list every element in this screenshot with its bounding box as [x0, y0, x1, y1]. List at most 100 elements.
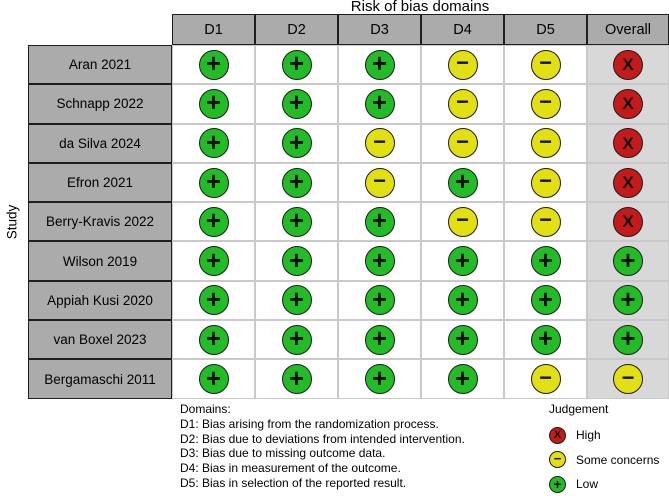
minus-icon: − — [456, 207, 469, 233]
rating-circle: + — [281, 128, 312, 159]
domains-legend-item: D1: Bias arising from the randomization … — [180, 416, 439, 431]
rating-circle: + — [281, 48, 312, 80]
judgement-legend-item-low: + Low — [549, 472, 659, 496]
minus-icon: − — [373, 168, 386, 194]
plus-icon: + — [205, 87, 222, 118]
minus-icon: − — [539, 168, 552, 194]
minus-icon: − — [539, 89, 552, 115]
plus-icon: + — [537, 283, 554, 314]
rating-cell-d3: + — [338, 320, 421, 360]
judgement-key-circle: X — [549, 426, 566, 444]
rating-cell-overall: X — [587, 84, 669, 124]
column-header-d5: D5 — [504, 14, 587, 45]
judgement-key-circle: + — [549, 475, 566, 493]
rating-circle: + — [281, 283, 312, 316]
rating-circle: + — [281, 167, 312, 198]
rating-circle: + — [530, 324, 561, 355]
plus-icon: + — [371, 323, 388, 354]
rating-cell-d1: + — [172, 84, 255, 124]
table-row: Wilson 2019 + + + + + + — [28, 241, 669, 281]
rating-circle: + — [447, 283, 478, 316]
minus-icon: − — [456, 50, 469, 76]
study-name-cell: Appiah Kusi 2020 — [28, 280, 172, 321]
rating-circle: + — [364, 362, 395, 395]
rating-circle: − — [447, 128, 478, 159]
judgement-key-label: Low — [576, 477, 599, 492]
study-name-cell: van Boxel 2023 — [28, 320, 172, 360]
rating-cell-d2: + — [255, 162, 338, 203]
rating-circle: − — [530, 128, 561, 159]
rating-cell-d3: + — [338, 280, 421, 321]
domains-legend-item: D2: Bias due to deviations from intended… — [180, 431, 465, 446]
plus-icon: + — [620, 244, 636, 275]
rating-cell-d2: + — [255, 320, 338, 360]
rating-cell-d2: + — [255, 241, 338, 281]
domains-legend: Domains: D1: Bias arising from the rando… — [180, 402, 465, 491]
rating-cell-d2: + — [255, 280, 338, 321]
table-row: Efron 2021 + + − + − X — [28, 162, 669, 203]
plus-icon: + — [205, 244, 222, 275]
study-axis-label: Study — [4, 204, 20, 240]
plus-icon: + — [454, 244, 471, 275]
rating-cell-d2: + — [255, 123, 338, 163]
plus-icon: + — [454, 283, 471, 314]
rating-circle: + — [198, 87, 229, 119]
rating-cell-d4: − — [421, 45, 504, 85]
rating-circle: + — [198, 126, 229, 159]
rating-cell-d1: + — [172, 162, 255, 203]
rating-circle: + — [281, 88, 312, 119]
rating-circle: − — [364, 167, 395, 198]
domains-legend-heading: Domains: — [180, 402, 231, 416]
rating-cell-d3: + — [338, 359, 421, 399]
rating-circle: − — [613, 364, 643, 395]
rating-cell-d4: + — [421, 162, 504, 203]
rating-cell-d3: + — [338, 202, 421, 242]
minus-icon: − — [539, 50, 552, 76]
rating-circle: X — [613, 88, 643, 119]
rating-circle: + — [198, 283, 229, 316]
rating-cell-d4: + — [421, 359, 504, 399]
rating-circle: + — [364, 206, 395, 237]
rating-circle: + — [530, 283, 561, 316]
plus-icon: + — [288, 48, 305, 79]
rating-circle: + — [530, 246, 561, 277]
column-header-d4: D4 — [421, 14, 504, 45]
plus-icon: + — [288, 205, 305, 236]
study-name-cell: Schnapp 2022 — [28, 84, 172, 124]
rating-cell-d5: − — [504, 45, 587, 85]
domains-legend-items: D1: Bias arising from the randomization … — [180, 417, 465, 491]
x-icon: X — [622, 212, 634, 232]
rating-cell-d3: + — [338, 45, 421, 85]
rating-circle: − — [530, 206, 561, 237]
rating-cell-overall: X — [587, 123, 669, 163]
plus-icon: + — [371, 244, 388, 275]
rating-circle: + — [364, 88, 395, 119]
column-header-overall: Overall — [587, 14, 669, 45]
plus-icon: + — [205, 126, 222, 157]
rating-cell-d5: − — [504, 162, 587, 203]
rating-circle: + — [613, 324, 643, 355]
rating-circle: + — [447, 244, 478, 277]
minus-icon: − — [373, 128, 386, 154]
table-row: van Boxel 2023 + + + + + + — [28, 320, 669, 360]
plus-icon: + — [205, 283, 222, 314]
plus-icon: + — [205, 205, 222, 236]
plus-icon: + — [371, 362, 388, 393]
header-row: D1 D2 D3 D4 D5 Overall — [172, 14, 669, 45]
plus-icon: + — [288, 283, 305, 314]
plus-icon: + — [371, 283, 388, 314]
rating-cell-d2: + — [255, 84, 338, 124]
rating-cell-d4: − — [421, 123, 504, 163]
plus-icon: + — [288, 244, 305, 275]
rating-cell-d4: − — [421, 202, 504, 242]
rating-cell-d3: − — [338, 123, 421, 163]
study-name-cell: Berry-Kravis 2022 — [28, 202, 172, 242]
rating-cell-d5: + — [504, 241, 587, 281]
rating-circle: + — [281, 364, 312, 395]
study-name-cell: Efron 2021 — [28, 162, 172, 203]
rating-circle: − — [530, 167, 561, 198]
rating-cell-d1: + — [172, 202, 255, 242]
rating-circle: + — [364, 244, 395, 277]
rating-circle: − — [447, 88, 478, 119]
